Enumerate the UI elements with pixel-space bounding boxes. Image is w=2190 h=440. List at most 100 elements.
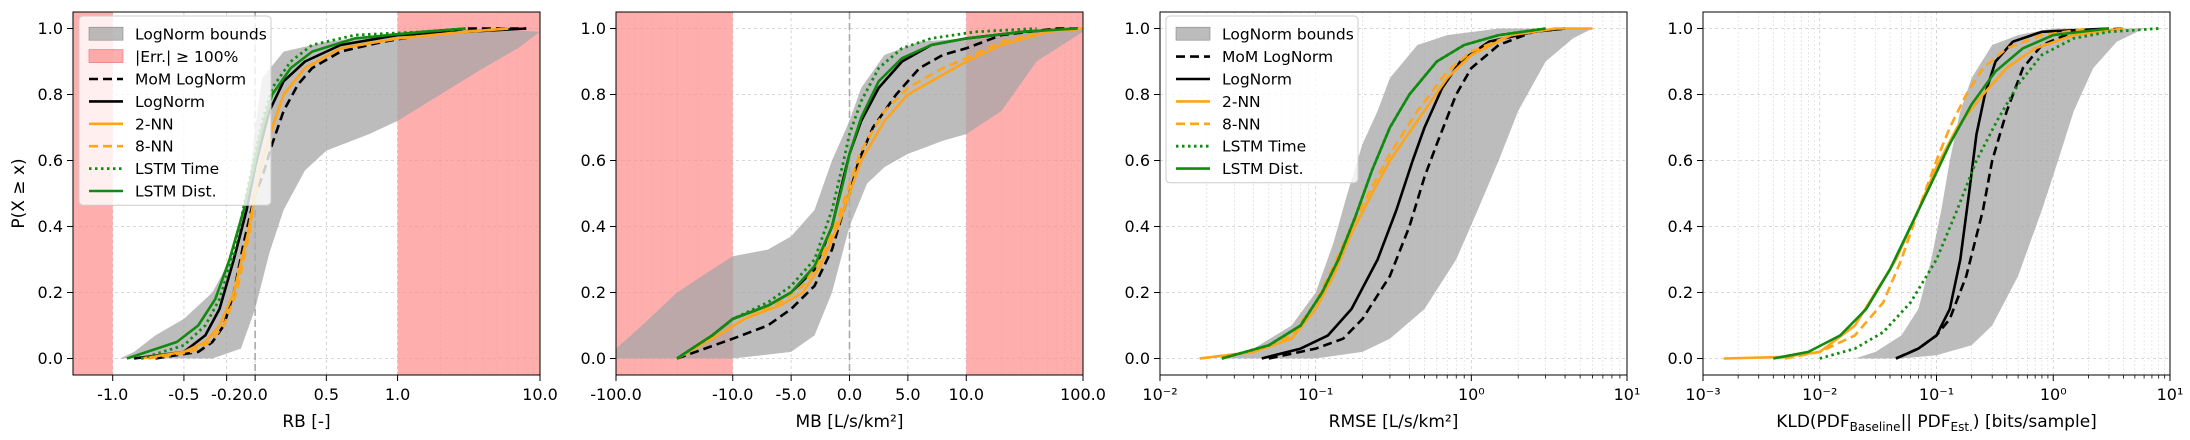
legend-label-nn2: 2-NN <box>135 115 174 133</box>
legend-label-mom: MoM LogNorm <box>1222 48 1333 66</box>
legend-box <box>78 15 272 206</box>
legend-label-mom: MoM LogNorm <box>135 71 246 89</box>
x-tick-label: 10⁻² <box>1142 385 1177 404</box>
legend-label-lstm-time: LSTM Time <box>135 160 219 178</box>
series-line-nn8 <box>1784 27 2089 360</box>
legend-label-lognorm: LogNorm <box>135 93 205 111</box>
x-tick-label: 10.0 <box>948 385 984 404</box>
y-tick-label: 1.0 <box>581 19 606 38</box>
y-tick-label: 0.0 <box>1125 349 1150 368</box>
x-tick-label: 100.0 <box>1060 385 1106 404</box>
y-tick-label: 0.0 <box>581 349 606 368</box>
x-tick-label: -0.5 <box>168 385 199 404</box>
x-tick-label: 10⁰ <box>2040 385 2067 404</box>
y-tick-label: 1.0 <box>38 19 63 38</box>
y-tick-label: 0.0 <box>38 349 63 368</box>
y-tick-label: 0.2 <box>38 283 63 302</box>
x-axis-label-subscript: Baseline <box>1850 420 1901 434</box>
x-tick-label: 0.0 <box>242 385 267 404</box>
y-tick-label: 0.4 <box>1125 217 1150 236</box>
x-tick-label: -0.2 <box>211 385 242 404</box>
x-tick-label: 10⁻² <box>1802 385 1837 404</box>
y-tick-label: 0.2 <box>1125 283 1150 302</box>
plot-area <box>1723 27 2159 360</box>
axes-frame <box>72 11 541 376</box>
series-line-lognorm <box>1261 27 1566 360</box>
y-tick-label: 0.6 <box>581 151 606 170</box>
series-line-nn8 <box>1199 27 1557 360</box>
legend-label-lognorm: LogNorm <box>1222 71 1292 89</box>
x-tick-label: -100.0 <box>590 385 642 404</box>
legend-swatch-error <box>88 49 124 63</box>
legend-label-lstm-time: LSTM Time <box>1222 138 1306 156</box>
x-axis-label-part: || PDF <box>1901 412 1951 432</box>
x-tick-label: -10.0 <box>712 385 753 404</box>
y-tick-label: 0.6 <box>38 151 63 170</box>
y-tick-label: 0.4 <box>1668 217 1693 236</box>
x-tick-label: 10⁻¹ <box>1919 385 1954 404</box>
series-line-lstm-dist <box>1773 27 2110 360</box>
x-axis-label: MB [L/s/km²] <box>795 412 903 432</box>
series-line-lstm-dist <box>676 27 1078 360</box>
series-line-lstm-dist <box>1221 27 1546 360</box>
y-axis-label: P(X ≥ x) <box>9 158 29 228</box>
y-tick-label: 0.8 <box>38 85 63 104</box>
legend-label-nn8: 8-NN <box>135 138 174 156</box>
plot-area <box>1199 27 1593 360</box>
x-tick-label: 0.5 <box>314 385 339 404</box>
legend-label-nn2: 2-NN <box>1222 93 1261 111</box>
axes-frame <box>1159 11 1628 376</box>
y-tick-label: 0.8 <box>1125 85 1150 104</box>
series-line-lognorm <box>1895 27 2110 360</box>
y-tick-label: 0.0 <box>1668 349 1693 368</box>
x-axis-label: RB [-] <box>282 412 330 432</box>
series-line-mom <box>676 27 1083 360</box>
x-tick-label: 10⁰ <box>1458 385 1485 404</box>
legend-label-error: |Err.| ≥ 100% <box>135 48 238 66</box>
legend-swatch-band <box>1175 26 1211 41</box>
y-tick-label: 0.2 <box>1668 283 1693 302</box>
x-axis-label: RMSE [L/s/km²] <box>1329 412 1459 432</box>
legend: LogNorm bounds |Err.| ≥ 100% MoM LogNorm Lo… <box>78 15 272 206</box>
x-tick-label: 10⁻¹ <box>1298 385 1333 404</box>
series-line-mom <box>1268 27 1566 360</box>
y-tick-label: 0.4 <box>581 217 606 236</box>
x-axis-label-subscript: Est. <box>1951 420 1973 434</box>
y-tick-label: 0.8 <box>581 85 606 104</box>
lognorm-bounds-band <box>1854 28 2145 359</box>
y-tick-label: 0.4 <box>38 217 63 236</box>
x-axis-label-part: ) [bits/sample] <box>1973 412 2097 432</box>
legend-label-lstm-dist: LSTM Dist. <box>1222 160 1304 178</box>
legend-box <box>1165 15 1359 184</box>
x-tick-label: 10⁻³ <box>1685 385 1720 404</box>
y-tick-label: 0.2 <box>581 283 606 302</box>
x-tick-label: -5.0 <box>776 385 807 404</box>
series-line-nn2 <box>676 27 1083 360</box>
legend: LogNorm bounds MoM LogNorm LogNorm 2-NN 8-NN… <box>1165 15 1359 184</box>
series-line-mom <box>155 27 527 360</box>
legend-label-nn8: 8-NN <box>1222 115 1261 133</box>
legend-label-band: LogNorm bounds <box>135 26 267 44</box>
x-axis-label-part: KLD(PDF <box>1776 412 1849 432</box>
lognorm-bounds-band <box>1221 28 1593 359</box>
legend-label-band: LogNorm bounds <box>1222 26 1354 44</box>
x-tick-label: 10.0 <box>522 385 558 404</box>
plot-area <box>616 12 1083 375</box>
x-tick-label: 5.0 <box>895 385 920 404</box>
series-line-lstm-time <box>1819 27 2159 360</box>
y-tick-label: 0.6 <box>1125 151 1150 170</box>
chart-panel-1: -1.0 -0.5 -0.2 0.0 0.5 1.0 10.00.00.20.40.60.8… <box>9 11 558 432</box>
legend-swatch-band <box>88 26 124 41</box>
y-tick-label: 0.8 <box>1668 85 1693 104</box>
chart-panel-4: 10⁻³ 10⁻² 10⁻¹ 10⁰ 10¹ 0.0 0.2 0.4 0.6 0.8 1.0 KLD(… <box>1668 11 2183 434</box>
x-tick-label: 1.0 <box>385 385 410 404</box>
y-tick-label: 1.0 <box>1125 19 1150 38</box>
chart-panel-3: 10⁻² 10⁻¹ 10⁰ 10¹ 0.0 0.2 0.4 0.6 0.8 1.0 RMSE [L/… <box>1125 11 1641 432</box>
x-tick-label: 10¹ <box>1614 385 1641 404</box>
chart-panel-2: -100.0 -10.0 -5.0 0.0 5.0 10.0 100.0 0.0 0.2 0.4 0… <box>581 11 1106 432</box>
x-tick-label: -1.0 <box>97 385 128 404</box>
x-tick-label: 0.0 <box>837 385 862 404</box>
y-tick-label: 1.0 <box>1668 19 1693 38</box>
legend-label-lstm-dist: LSTM Dist. <box>135 183 217 201</box>
